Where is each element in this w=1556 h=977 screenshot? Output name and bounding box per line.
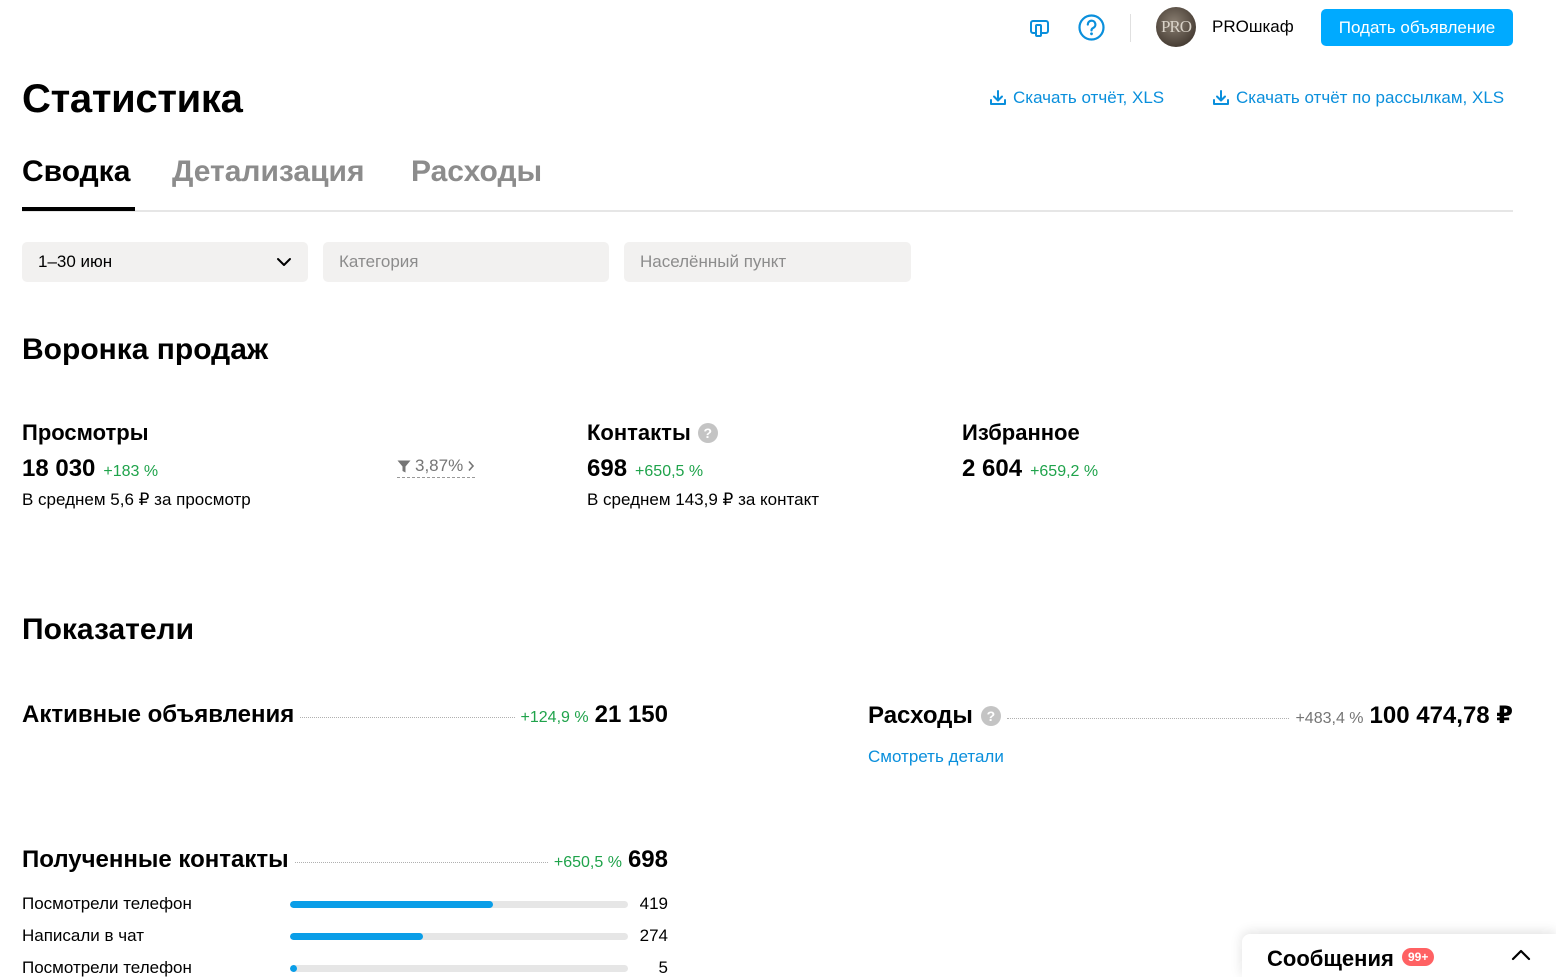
question-icon[interactable]: ?: [697, 423, 718, 443]
tab-expenses[interactable]: Расходы: [411, 155, 543, 188]
dotted-leader: [294, 862, 548, 863]
views-value: 18 030 +183 %: [22, 455, 158, 483]
breakdown-value: 419: [639, 894, 668, 913]
category-input[interactable]: Категория: [323, 242, 609, 282]
messenger-title: Сообщения: [1267, 946, 1394, 971]
download-report-label: Скачать отчёт, XLS: [1013, 88, 1165, 107]
download-report-link[interactable]: Скачать отчёт, XLS: [989, 88, 1164, 108]
progress-track: [290, 901, 628, 908]
post-ad-button[interactable]: Подать объявление: [1321, 9, 1513, 46]
funnel-icon: [397, 460, 411, 472]
views-average: В среднем 5,6 ₽ за просмотр: [22, 490, 251, 509]
download-icon: [1213, 90, 1229, 105]
help-icon[interactable]: [1077, 13, 1105, 41]
download-mailing-report-label: Скачать отчёт по рассылкам, XLS: [1236, 88, 1505, 107]
download-icon: [990, 90, 1006, 105]
expenses-change: +483,4 %: [1295, 710, 1364, 727]
views-number: 18 030: [22, 455, 96, 482]
contacts-value: 698 +650,5 %: [587, 455, 703, 483]
expenses-label: Расходы ?: [868, 702, 1001, 730]
conversion-rate-link[interactable]: 3,87%: [397, 456, 476, 478]
received-contacts-row: Полученные контакты +650,5 % 698: [22, 846, 668, 874]
header-divider: [1130, 14, 1131, 42]
question-icon[interactable]: ?: [980, 706, 1001, 726]
contact-breakdown-row: Написали в чат 274: [22, 924, 668, 948]
contacts-label-text: Контакты: [587, 420, 691, 445]
top-bar: PRO PROшкаф Подать объявление: [0, 0, 1556, 56]
views-label: Просмотры: [22, 420, 149, 446]
avatar-logo-text: PRO: [1160, 17, 1192, 36]
breakdown-label: Посмотрели телефон: [22, 894, 192, 913]
favorites-number: 2 604: [962, 455, 1023, 482]
promo-icon[interactable]: [1028, 16, 1052, 40]
expenses-row: Расходы ? +483,4 % 100 474,78 ₽: [868, 701, 1513, 730]
tab-summary[interactable]: Сводка: [22, 155, 131, 188]
views-change: +183 %: [103, 463, 159, 480]
chevron-up-icon[interactable]: [1511, 948, 1531, 962]
active-ads-row: Активные объявления +124,9 % 21 150: [22, 701, 668, 729]
dotted-leader: [1006, 718, 1290, 719]
indicators-title: Показатели: [22, 613, 195, 646]
favorites-value: 2 604 +659,2 %: [962, 455, 1098, 483]
period-select[interactable]: 1–30 июн: [22, 242, 308, 282]
category-placeholder: Категория: [339, 252, 419, 271]
progress-fill: [290, 901, 493, 908]
progress-track: [290, 965, 628, 972]
progress-track: [290, 933, 628, 940]
chevron-down-icon: [277, 258, 291, 266]
breakdown-value: 274: [639, 926, 668, 945]
dotted-leader: [300, 717, 515, 718]
contact-breakdown-row: Посмотрели телефон 5: [22, 956, 668, 977]
page-title: Статистика: [22, 77, 243, 121]
tabs: Сводка Детализация Расходы: [22, 150, 1513, 212]
location-input[interactable]: Населённый пункт: [624, 242, 911, 282]
conversion-rate-value: 3,87%: [415, 456, 464, 475]
avatar[interactable]: PRO: [1156, 7, 1196, 47]
contacts-number: 698: [587, 455, 628, 482]
contact-breakdown-row: Посмотрели телефон 419: [22, 892, 668, 916]
received-contacts-value: 698: [627, 846, 668, 873]
progress-fill: [290, 933, 423, 940]
location-placeholder: Населённый пункт: [640, 252, 787, 271]
active-ads-value: 21 150: [594, 701, 668, 728]
received-contacts-label: Полученные контакты: [22, 846, 289, 873]
expenses-label-text: Расходы: [868, 702, 973, 729]
active-tab-indicator: [22, 207, 135, 211]
breakdown-label: Написали в чат: [22, 926, 145, 945]
download-mailing-report-link[interactable]: Скачать отчёт по рассылкам, XLS: [1212, 88, 1504, 108]
expenses-value: 100 474,78 ₽: [1369, 702, 1513, 729]
favorites-change: +659,2 %: [1030, 463, 1099, 480]
view-details-link[interactable]: Смотреть детали: [868, 747, 1004, 766]
messenger-widget[interactable]: Сообщения 99+: [1242, 934, 1556, 977]
funnel-title: Воронка продаж: [22, 333, 269, 366]
chevron-right-icon: [468, 460, 475, 472]
views-label-text: Просмотры: [22, 420, 149, 445]
period-value: 1–30 июн: [38, 252, 113, 271]
contacts-label: Контакты ?: [587, 420, 718, 446]
breakdown-value: 5: [658, 958, 668, 977]
received-contacts-change: +650,5 %: [553, 854, 622, 871]
active-ads-label: Активные объявления: [22, 701, 295, 728]
unread-badge: 99+: [1402, 948, 1435, 966]
contacts-change: +650,5 %: [635, 463, 704, 480]
tab-details[interactable]: Детализация: [172, 155, 365, 188]
breakdown-label: Посмотрели телефон: [22, 958, 192, 977]
favorites-label-text: Избранное: [962, 420, 1080, 445]
active-ads-change: +124,9 %: [520, 709, 589, 726]
username[interactable]: PROшкаф: [1212, 17, 1294, 36]
progress-fill: [290, 965, 297, 972]
contacts-average: В среднем 143,9 ₽ за контакт: [587, 490, 819, 509]
favorites-label: Избранное: [962, 420, 1080, 446]
